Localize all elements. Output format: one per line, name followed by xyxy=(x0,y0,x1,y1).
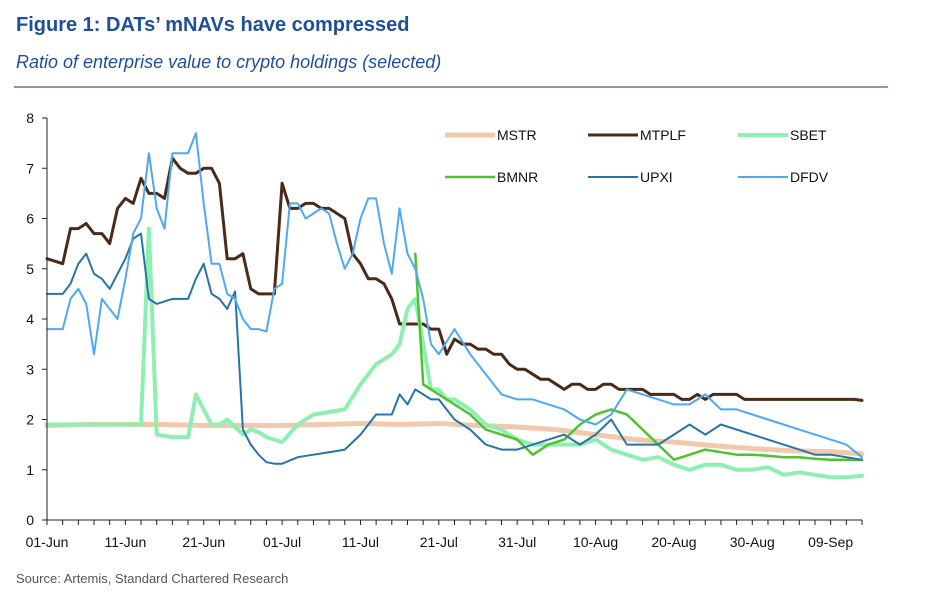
chart-title: Figure 1: DATs’ mNAVs have compressed xyxy=(16,14,410,36)
x-tick-label: 01-Jun xyxy=(26,534,69,550)
legend-label-mstr: MSTR xyxy=(497,127,537,143)
y-tick-label: 8 xyxy=(26,110,34,126)
x-tick-label: 20-Aug xyxy=(651,534,696,550)
x-tick-label: 30-Aug xyxy=(730,534,775,550)
x-tick-label: 31-Jul xyxy=(498,534,536,550)
y-tick-label: 1 xyxy=(26,462,34,478)
legend-label-bmnr: BMNR xyxy=(497,169,538,185)
series-line-bmnr xyxy=(414,252,864,461)
chart-subtitle: Ratio of enterprise value to crypto hold… xyxy=(16,52,442,72)
legend-label-sbet: SBET xyxy=(790,127,827,143)
series-line-dfdv xyxy=(46,132,863,459)
y-tick-label: 5 xyxy=(26,261,34,277)
y-tick-label: 3 xyxy=(26,361,34,377)
series-layer xyxy=(44,132,865,480)
y-tick-label: 6 xyxy=(26,211,34,227)
series-line-sbet xyxy=(45,226,864,480)
line-chart: 0 1 2 3 4 5 6 7 8 01-Jun 11-Jun 21-Jun 01-Jul 11-Jul 2… xyxy=(26,110,865,550)
x-tick-label: 21-Jun xyxy=(182,534,225,550)
y-tick-label: 4 xyxy=(26,311,34,327)
chart-legend: MSTR MTPLF SBET BMNR UPXI DFDV xyxy=(445,127,829,185)
y-tick-label: 2 xyxy=(26,412,34,428)
legend-label-dfdv: DFDV xyxy=(790,169,829,185)
x-tick-label: 10-Aug xyxy=(573,534,618,550)
source-note: Source: Artemis, Standard Chartered Rese… xyxy=(16,571,289,586)
title-divider xyxy=(14,86,888,88)
series-line-upxi xyxy=(46,232,863,465)
series-line-mstr xyxy=(44,421,865,457)
axes-layer: 0 1 2 3 4 5 6 7 8 01-Jun 11-Jun 21-Jun 01-Jul 11-Jul 2… xyxy=(26,110,863,550)
x-tick-label: 01-Jul xyxy=(263,534,301,550)
y-tick-label: 7 xyxy=(26,160,34,176)
series-line-mtplf xyxy=(45,156,864,402)
y-tick-label: 0 xyxy=(26,512,34,528)
x-tick-label: 09-Sep xyxy=(808,534,853,550)
x-tick-label: 11-Jun xyxy=(104,534,146,550)
x-tick-label: 21-Jul xyxy=(420,534,458,550)
legend-label-mtplf: MTPLF xyxy=(640,127,686,143)
x-tick-label: 11-Jul xyxy=(342,534,379,550)
legend-label-upxi: UPXI xyxy=(640,169,673,185)
